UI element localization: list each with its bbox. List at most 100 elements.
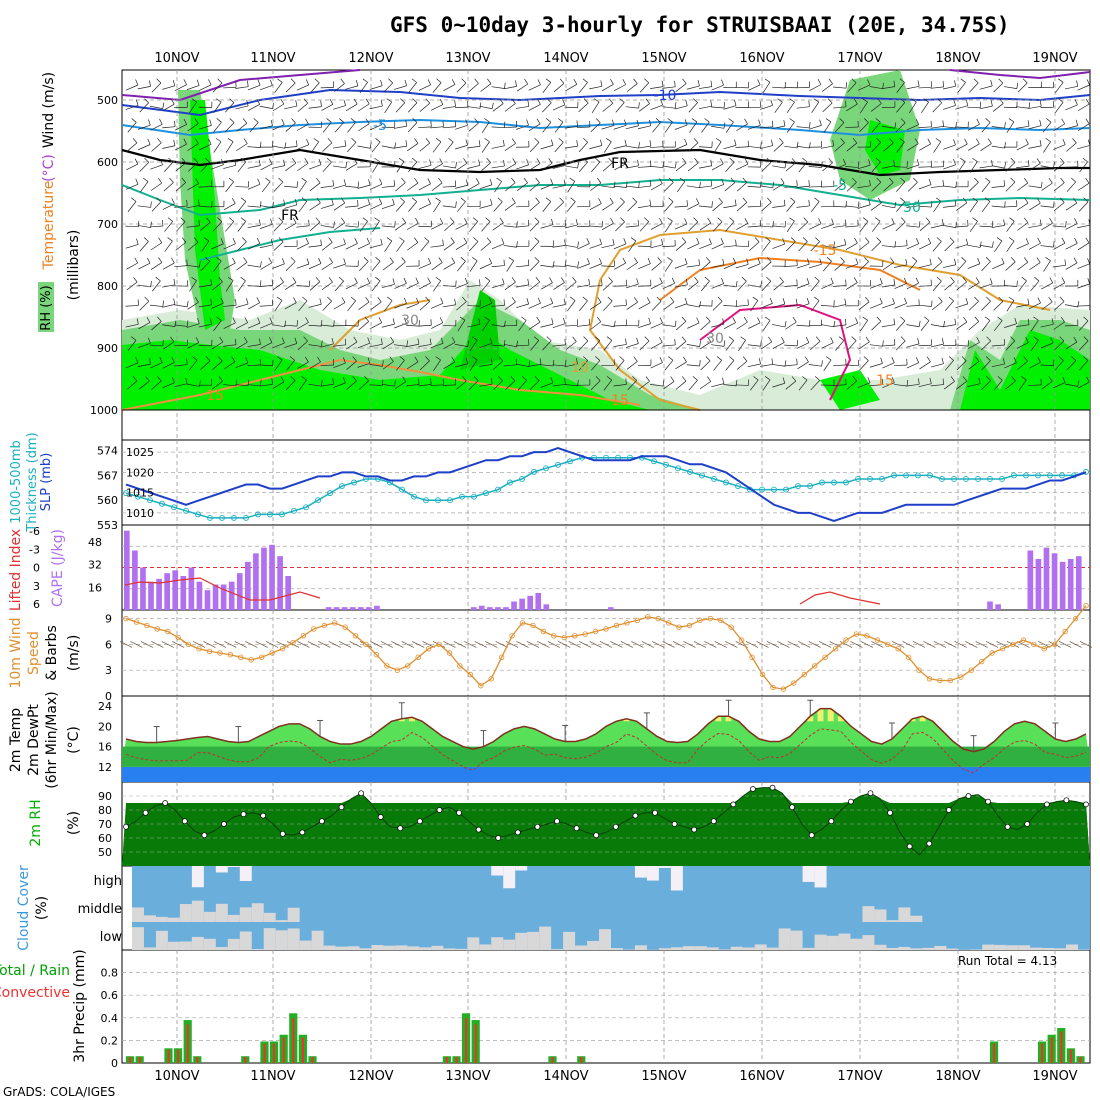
wind-barb bbox=[505, 182, 516, 192]
wind-barb bbox=[1053, 202, 1065, 212]
wind-barb bbox=[942, 225, 956, 228]
wind-barb-flag bbox=[582, 78, 588, 83]
upper-label-unit: (°C) bbox=[41, 154, 57, 182]
wind-speed-marker bbox=[415, 654, 421, 660]
cloud-low bbox=[155, 930, 168, 950]
wind-barb-flag bbox=[550, 139, 554, 146]
wind-barb bbox=[991, 344, 1005, 347]
wind-barb bbox=[955, 105, 968, 110]
contour-plus15 bbox=[659, 256, 921, 301]
wind-barb bbox=[723, 263, 736, 270]
wind-barb-flag bbox=[210, 298, 212, 305]
wind-barb bbox=[516, 164, 529, 170]
wind-barb-flag bbox=[216, 118, 222, 123]
wind-barb bbox=[845, 322, 858, 329]
wind-barb bbox=[613, 304, 627, 307]
wind-barb bbox=[505, 641, 519, 648]
wind-barb-flag bbox=[659, 277, 663, 284]
wind-barb-flag bbox=[551, 318, 554, 325]
wind-barb-flag bbox=[937, 257, 943, 263]
wind-barb bbox=[957, 82, 966, 93]
cape-bar bbox=[261, 547, 267, 610]
wind-barb-flag bbox=[935, 138, 942, 143]
wind-barb-flag bbox=[742, 177, 748, 183]
wind-barb bbox=[199, 144, 212, 151]
wind-barb-flag bbox=[535, 277, 540, 283]
wind-barb-flag bbox=[649, 180, 652, 187]
wind-barb-flag bbox=[229, 118, 235, 123]
wind-barb bbox=[345, 103, 358, 112]
thickness-line-marker bbox=[675, 465, 681, 472]
date-label-bottom: 19NOV bbox=[1032, 1069, 1077, 1084]
wind-barb bbox=[455, 163, 468, 171]
wind-barb bbox=[1029, 202, 1041, 211]
rh-marker bbox=[789, 804, 795, 811]
wind-barb-flag bbox=[576, 358, 578, 365]
wind-barb-flag bbox=[740, 336, 746, 341]
wind-barb bbox=[418, 183, 431, 191]
wind-barb-flag bbox=[671, 277, 676, 284]
wind-barb bbox=[198, 125, 212, 130]
wind-barb-flag bbox=[478, 159, 481, 166]
rh-label: 2m RH bbox=[28, 799, 44, 846]
wind-barb bbox=[906, 305, 920, 307]
wind-barb bbox=[918, 126, 932, 129]
wind-barb-flag bbox=[295, 100, 298, 107]
wind-barb bbox=[467, 145, 481, 149]
wind-barb-flag bbox=[157, 138, 162, 144]
cape-bar bbox=[245, 561, 251, 610]
li-tick-label: -3 bbox=[29, 543, 40, 556]
wind-barb-flag bbox=[427, 178, 431, 184]
wind-barb bbox=[265, 641, 279, 648]
wind-barb-flag bbox=[377, 296, 382, 303]
wind-barb bbox=[871, 161, 881, 173]
wind-barb bbox=[700, 321, 711, 331]
wind-barb bbox=[810, 201, 820, 213]
thickness-label-2: Thickness (dm) bbox=[25, 432, 40, 532]
wind-barb-flag bbox=[343, 258, 346, 265]
wind-barb bbox=[357, 204, 371, 210]
wind-barb bbox=[542, 201, 552, 212]
wind-barb bbox=[161, 641, 174, 648]
wind-barb bbox=[906, 343, 920, 348]
wind-barb bbox=[247, 84, 261, 91]
wind-barb bbox=[820, 305, 834, 307]
wind-barb-flag bbox=[1059, 336, 1065, 342]
wind-barb bbox=[811, 300, 820, 312]
wind-speed-marker bbox=[738, 637, 745, 643]
wind-barb-flag bbox=[1003, 180, 1006, 187]
wind-barb bbox=[993, 82, 1004, 93]
wind-barb-flag bbox=[838, 336, 845, 341]
wind-barb-flag bbox=[240, 217, 246, 222]
wind-barb-flag bbox=[368, 179, 371, 186]
wind-barb bbox=[455, 144, 468, 150]
wind-barb bbox=[248, 104, 260, 111]
wind-barb-flag bbox=[805, 337, 810, 343]
wind-barb bbox=[358, 103, 370, 112]
wind-barb bbox=[993, 320, 1003, 332]
wind-barb bbox=[735, 304, 749, 307]
wind-barb bbox=[1077, 381, 1090, 389]
wind-barb bbox=[590, 182, 602, 191]
cloud-middle bbox=[227, 914, 240, 922]
wind-barb-flag bbox=[380, 338, 383, 345]
wind-barb-flag bbox=[743, 316, 748, 323]
wind-barb bbox=[137, 86, 151, 90]
wind-barb bbox=[225, 141, 234, 153]
wind-barb-flag bbox=[209, 318, 212, 325]
cloud-unit: (%) bbox=[34, 896, 50, 920]
upper-label-wind: Wind (m/s) bbox=[41, 72, 57, 148]
wind-barb bbox=[540, 382, 554, 388]
wind-barb bbox=[504, 143, 516, 152]
temp-label-3: (6hr Min/Max) bbox=[44, 691, 60, 788]
wind-barb bbox=[785, 241, 796, 252]
wind-barb bbox=[162, 284, 176, 288]
wind-barb-flag bbox=[694, 277, 699, 283]
wind-barb bbox=[686, 185, 700, 189]
wind-barb-flag bbox=[577, 261, 580, 268]
wind-speed-marker bbox=[676, 624, 682, 630]
wind-barb-flag bbox=[402, 217, 407, 223]
wind-barb bbox=[455, 184, 468, 189]
wind-barb bbox=[603, 340, 613, 351]
